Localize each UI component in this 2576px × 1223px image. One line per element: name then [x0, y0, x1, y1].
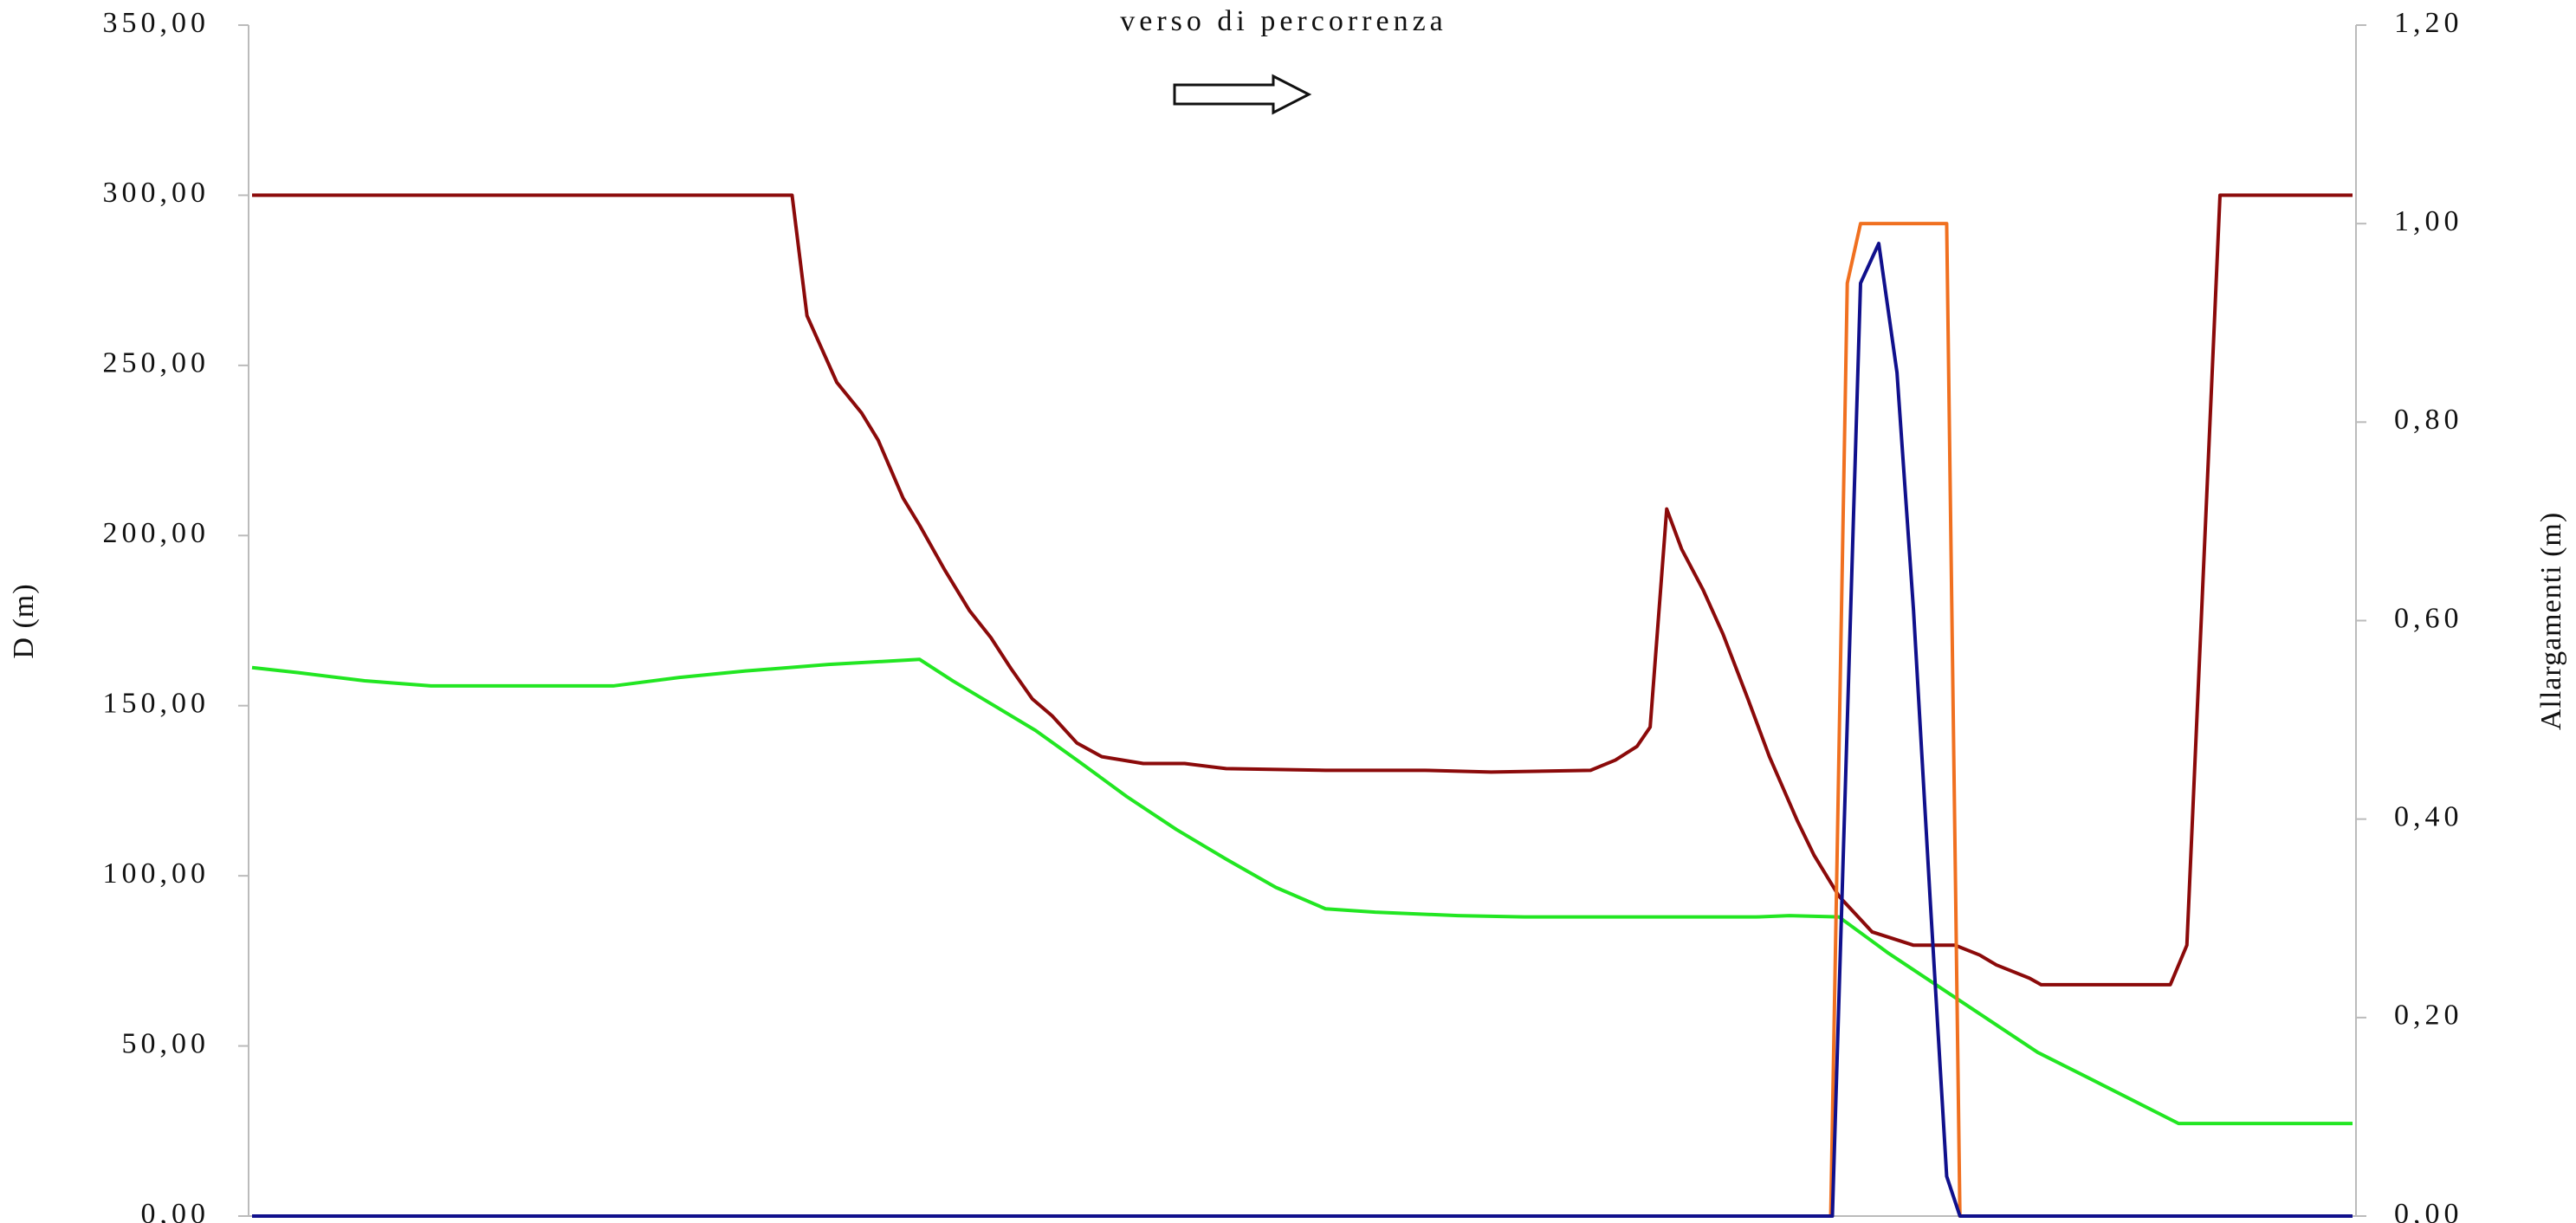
y2-tick-label: 0,60	[2394, 602, 2463, 634]
y2-tick-label: 1,00	[2394, 205, 2463, 237]
y-tick-label: 100,00	[103, 857, 210, 890]
y-tick-label: 250,00	[103, 347, 210, 379]
y2-tick-label: 1,20	[2394, 7, 2463, 39]
series-line	[252, 193, 2353, 987]
y-tick-label: 150,00	[103, 688, 210, 720]
y-tick-label: 300,00	[103, 177, 210, 209]
y2-axis-label: Allargamenti (m)	[2535, 512, 2567, 730]
series-line	[252, 222, 2353, 1218]
series-line	[252, 242, 2353, 1218]
y2-tick-label: 0,40	[2394, 800, 2463, 832]
y-tick-label: 50,00	[122, 1027, 210, 1059]
y2-tick-label: 0,80	[2394, 404, 2463, 436]
y-tick-label: 0,00	[141, 1198, 210, 1223]
y-tick-label: 200,00	[103, 517, 210, 549]
y-axis-label: D (m)	[8, 583, 40, 658]
chart-title: verso di percorrenza	[1120, 5, 1447, 37]
direction-arrow	[1173, 74, 1312, 115]
y-tick-label: 350,00	[103, 7, 210, 39]
series-line	[251, 657, 2353, 1126]
y2-tick-label: 0,00	[2394, 1198, 2463, 1223]
y2-tick-label: 0,20	[2394, 1000, 2463, 1032]
